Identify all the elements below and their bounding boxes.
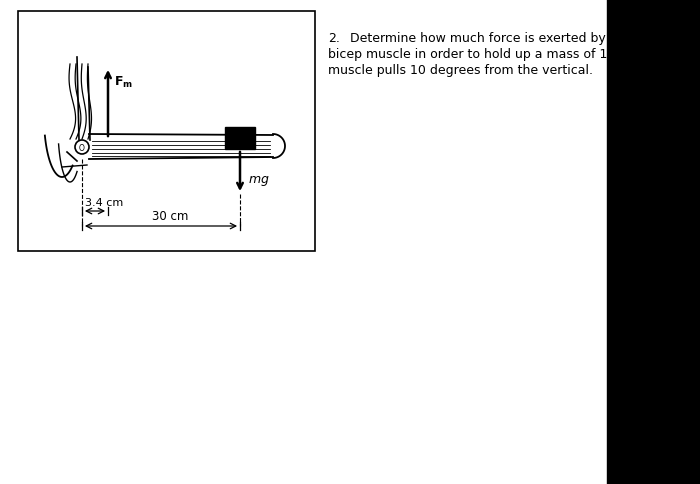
Bar xyxy=(607,0,700,484)
Text: $\mathbf{F_m}$: $\mathbf{F_m}$ xyxy=(114,75,133,90)
Text: 30 cm: 30 cm xyxy=(152,210,188,223)
Text: muscle pulls 10 degrees from the vertical.: muscle pulls 10 degrees from the vertica… xyxy=(328,64,593,77)
Text: 3.4 cm: 3.4 cm xyxy=(85,197,123,208)
Text: bicep muscle in order to hold up a mass of 15 kg. The: bicep muscle in order to hold up a mass … xyxy=(328,48,666,61)
Text: 2.: 2. xyxy=(328,32,340,45)
Text: $mg$: $mg$ xyxy=(248,174,270,188)
Bar xyxy=(18,12,315,252)
Bar xyxy=(225,128,255,150)
Text: O: O xyxy=(79,144,85,153)
Circle shape xyxy=(75,141,89,155)
Text: Determine how much force is exerted by the: Determine how much force is exerted by t… xyxy=(350,32,630,45)
